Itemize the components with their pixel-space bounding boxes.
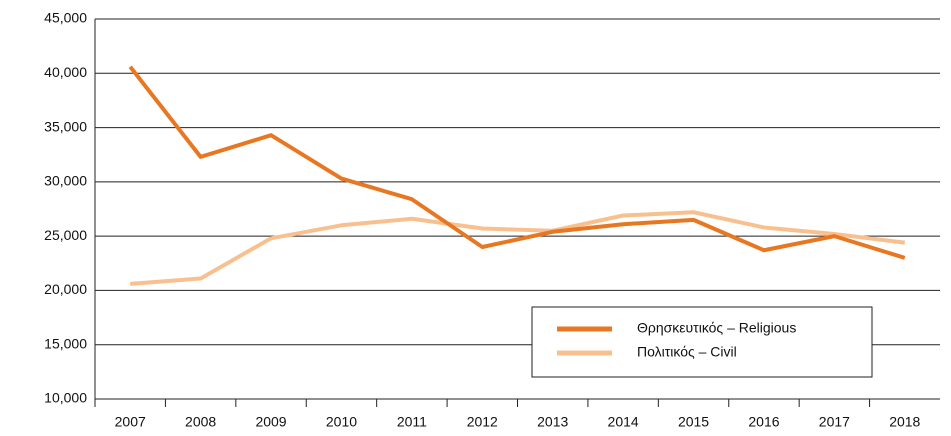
y-tick-label: 25,000 [44, 227, 87, 243]
x-tick-label: 2017 [819, 414, 850, 430]
x-tick-label: 2007 [115, 414, 146, 430]
y-tick-label: 20,000 [44, 281, 87, 297]
legend-box [531, 306, 873, 378]
x-tick-label: 2015 [678, 414, 709, 430]
x-tick-label: 2010 [326, 414, 357, 430]
y-tick-label: 45,000 [44, 10, 87, 26]
x-tick-label: 2018 [889, 414, 920, 430]
y-tick-label: 35,000 [44, 118, 87, 134]
y-tick-label: 30,000 [44, 173, 87, 189]
x-tick-label: 2011 [397, 414, 427, 430]
x-tick-label: 2016 [748, 414, 779, 430]
y-tick-label: 40,000 [44, 64, 87, 80]
x-tick-label: 2014 [608, 414, 639, 430]
x-tick-label: 2009 [255, 414, 286, 430]
x-tick-label: 2012 [467, 414, 498, 430]
legend-label: Πολιτικός – Civil [637, 344, 737, 360]
x-tick-label: 2013 [537, 414, 568, 430]
line [128, 65, 906, 260]
x-tick-label: 2008 [185, 414, 216, 430]
y-tick-label: 10,000 [44, 390, 87, 406]
legend-label: Θρησκευτικός – Religious [637, 320, 796, 336]
line [130, 210, 906, 286]
y-tick-label: 15,000 [44, 335, 87, 351]
